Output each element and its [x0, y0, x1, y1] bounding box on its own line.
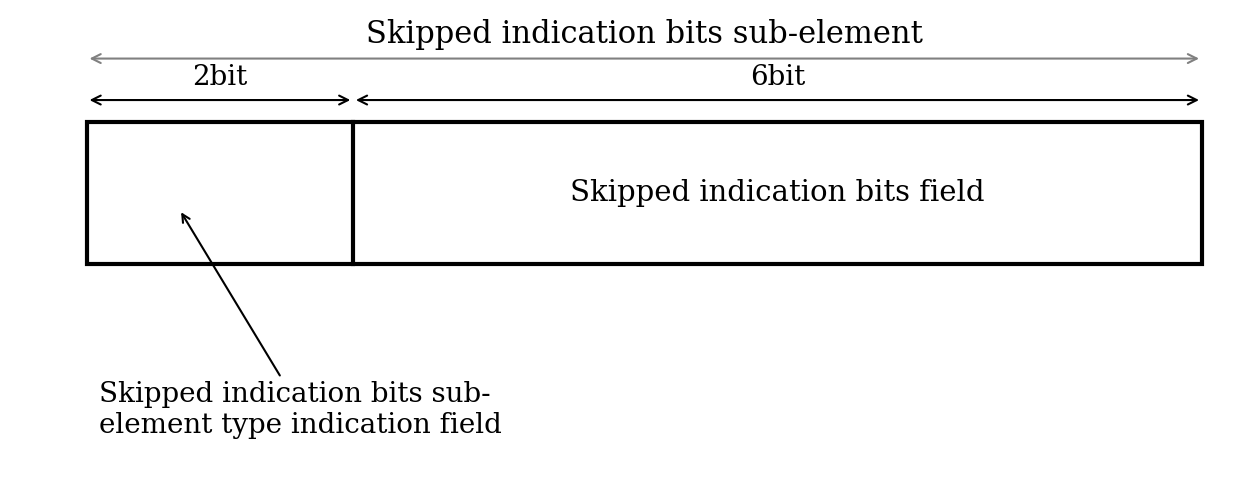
Text: 6bit: 6bit: [750, 64, 805, 91]
Bar: [87, 122, 1202, 264]
Text: Skipped indication bits field: Skipped indication bits field: [570, 179, 985, 207]
Text: Skipped indication bits sub-element: Skipped indication bits sub-element: [366, 19, 923, 50]
Text: 2bit: 2bit: [192, 64, 248, 91]
Text: Skipped indication bits sub-
element type indication field: Skipped indication bits sub- element typ…: [99, 214, 502, 439]
